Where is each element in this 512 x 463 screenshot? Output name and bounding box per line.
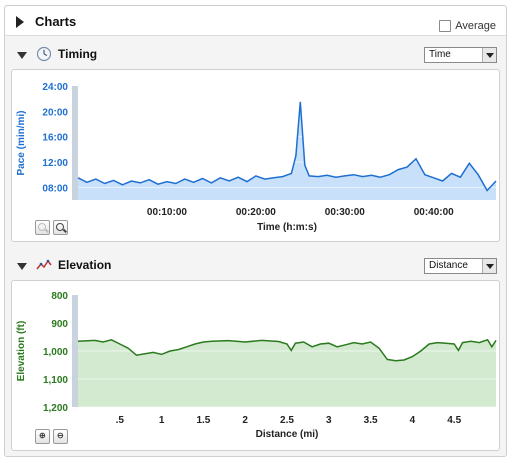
timing-collapse-arrow-icon[interactable]: [17, 52, 27, 59]
timing-y-tick-label: 08:00: [42, 183, 68, 194]
elevation-x-tick-label: 1: [159, 415, 165, 426]
elevation-series-line: [77, 338, 497, 362]
zoom-in-icon: [38, 223, 46, 231]
timing-range-handle[interactable]: [72, 86, 78, 200]
elevation-collapse-arrow-icon[interactable]: [17, 263, 27, 270]
clock-icon: [36, 46, 52, 62]
timing-x-tick-label: 00:40:00: [414, 207, 454, 218]
elevation-range-handle[interactable]: [72, 295, 78, 407]
timing-area-fill: [78, 101, 496, 200]
elevation-chart: 1,200 1,100 1,000 900 800 .5 1 1.5 2 2.5 3 3.5 4 4.5 D…: [11, 280, 500, 451]
charts-header: Charts Average: [5, 6, 506, 36]
timing-title: Timing: [58, 47, 98, 61]
elevation-area-fill: [78, 339, 496, 407]
timing-x-axis-select[interactable]: Time: [424, 47, 497, 63]
timing-section-header: Timing Time: [5, 44, 506, 66]
zoom-in-button[interactable]: ⊕: [35, 429, 50, 444]
elevation-x-axis-select[interactable]: Distance: [424, 258, 497, 274]
timing-series-line: [77, 101, 497, 192]
timing-y-tick-label: 16:00: [42, 133, 68, 144]
elevation-select-value: Distance: [429, 260, 468, 271]
elevation-y-tick-label: 900: [51, 319, 68, 330]
elevation-x-tick-label: 2.5: [280, 415, 294, 426]
elevation-y-tick-label: 1,000: [43, 347, 68, 358]
average-toggle[interactable]: Average: [439, 20, 496, 32]
timing-y-tick-label: 24:00: [42, 82, 68, 93]
timing-x-tick-label: 00:10:00: [147, 207, 187, 218]
charts-panel: Charts Average Timing Time 08:00 12:00 16:…: [4, 5, 507, 457]
timing-select-value: Time: [429, 49, 451, 60]
timing-x-axis-label: Time (h:m:s): [257, 222, 317, 233]
elevation-x-tick-label: .5: [116, 415, 125, 426]
average-checkbox[interactable]: [439, 20, 452, 32]
elevation-y-tick-label: 1,200: [43, 403, 68, 414]
elevation-title: Elevation: [58, 258, 112, 272]
timing-y-tick-label: 12:00: [42, 158, 68, 169]
elevation-x-tick-label: 2: [242, 415, 248, 426]
elevation-x-axis-label: Distance (mi): [256, 429, 319, 440]
zoom-out-button[interactable]: [53, 220, 68, 235]
chevron-down-icon[interactable]: [482, 259, 496, 273]
elevation-x-tick-label: 3: [326, 415, 332, 426]
timing-chart: 08:00 12:00 16:00 20:00 24:00 00:10:00 00:20:0…: [11, 69, 500, 242]
zoom-handle: [63, 228, 67, 233]
charts-title: Charts: [35, 14, 77, 29]
timing-chart-svg: 08:00 12:00 16:00 20:00 24:00 00:10:00 00:20:0…: [16, 82, 497, 233]
zoom-out-button[interactable]: ⊖: [53, 429, 68, 444]
average-label: Average: [455, 20, 496, 32]
timing-x-tick-label: 00:30:00: [325, 207, 365, 218]
elevation-x-tick-label: 4.5: [447, 415, 461, 426]
zoom-in-icon: ⊕: [39, 431, 46, 440]
zoom-handle: [45, 228, 49, 233]
zoom-in-button[interactable]: [35, 220, 50, 235]
zoom-out-icon: [56, 223, 64, 231]
elevation-y-axis-label: Elevation (ft): [16, 321, 27, 382]
elevation-section-header: Elevation Distance: [5, 255, 506, 277]
elevation-x-tick-label: 4: [410, 415, 416, 426]
elevation-x-tick-label: 1.5: [196, 415, 210, 426]
chevron-down-icon[interactable]: [482, 48, 496, 62]
timing-x-tick-label: 00:20:00: [236, 207, 276, 218]
timing-y-tick-label: 20:00: [42, 107, 68, 118]
timing-y-axis-label: Pace (min/mi): [16, 110, 27, 175]
elevation-y-tick-label: 800: [51, 291, 68, 302]
zoom-out-icon: ⊖: [57, 431, 64, 440]
charts-collapse-arrow-icon[interactable]: [16, 16, 24, 28]
elevation-x-tick-label: 3.5: [364, 415, 378, 426]
elevation-y-tick-label: 1,100: [43, 375, 68, 386]
elevation-profile-icon: [36, 259, 52, 270]
elevation-chart-svg: 1,200 1,100 1,000 900 800 .5 1 1.5 2 2.5 3 3.5 4 4.5 D…: [16, 291, 497, 440]
